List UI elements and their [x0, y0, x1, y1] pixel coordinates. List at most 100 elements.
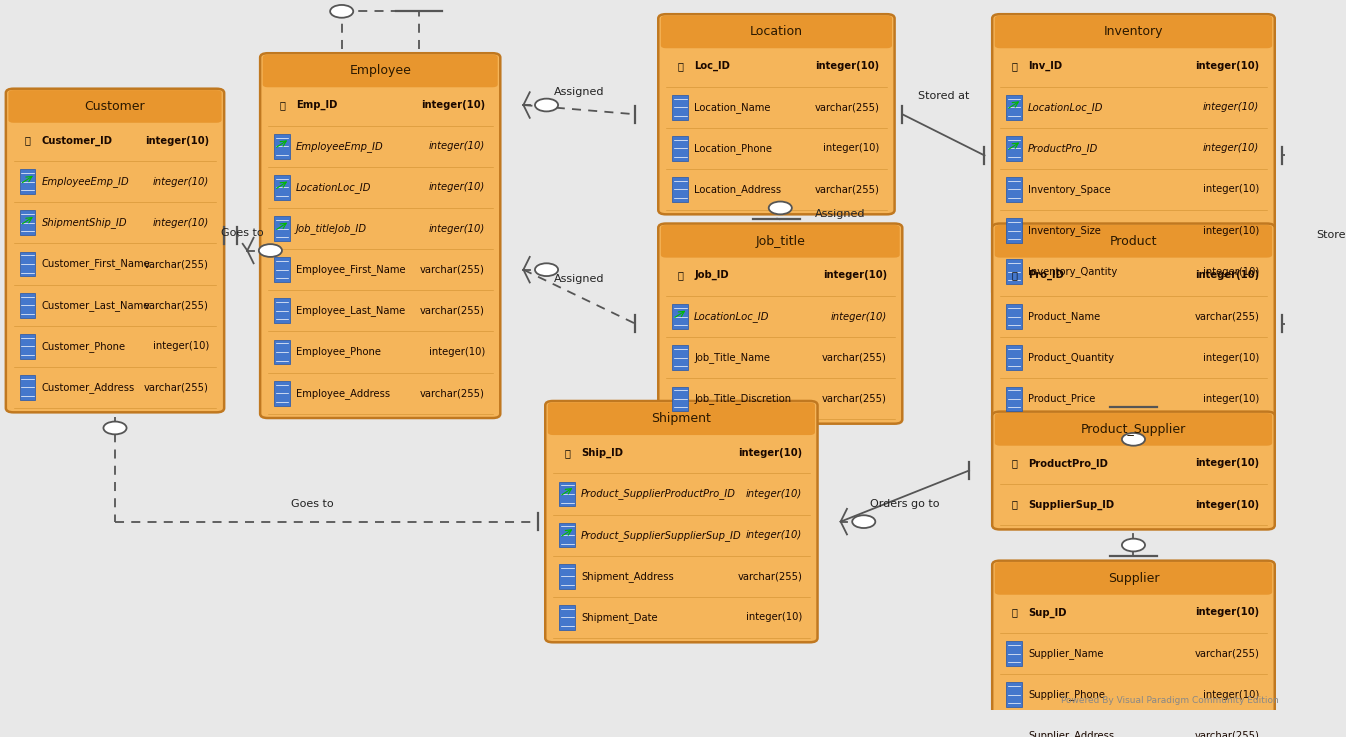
Bar: [560, 605, 575, 630]
Bar: [673, 346, 688, 370]
FancyBboxPatch shape: [995, 562, 1272, 595]
Text: Supplier_Phone: Supplier_Phone: [1028, 689, 1105, 700]
Text: Job_title: Job_title: [755, 235, 805, 248]
Bar: [1007, 259, 1022, 284]
Text: Shipment_Date: Shipment_Date: [581, 612, 658, 623]
Text: Emp_ID: Emp_ID: [296, 100, 338, 110]
Text: 🔑: 🔑: [24, 136, 31, 145]
Bar: [560, 481, 575, 506]
Bar: [1000, 430, 1267, 443]
Bar: [560, 564, 575, 589]
FancyBboxPatch shape: [548, 402, 814, 435]
Text: 🔑: 🔑: [1011, 607, 1018, 618]
Text: integer(10): integer(10): [746, 489, 802, 499]
Bar: [673, 95, 688, 119]
Text: Employee_Phone: Employee_Phone: [296, 346, 381, 357]
Bar: [1007, 724, 1022, 737]
Text: varchar(255): varchar(255): [814, 102, 879, 112]
Text: Powered By Visual Paradigm Community Edition: Powered By Visual Paradigm Community Edi…: [1061, 696, 1279, 705]
Text: integer(10): integer(10): [1195, 61, 1260, 71]
Bar: [20, 251, 35, 276]
Circle shape: [1123, 539, 1145, 551]
Text: integer(10): integer(10): [428, 223, 485, 234]
Circle shape: [852, 515, 875, 528]
Text: Employee_Address: Employee_Address: [296, 388, 390, 399]
Text: Assigned: Assigned: [555, 87, 604, 97]
FancyBboxPatch shape: [661, 225, 899, 258]
Bar: [666, 242, 895, 255]
FancyBboxPatch shape: [658, 14, 895, 214]
Text: 🔑: 🔑: [1011, 61, 1018, 71]
Text: integer(10): integer(10): [428, 347, 485, 357]
Text: integer(10): integer(10): [428, 142, 485, 151]
Text: Pro_ID: Pro_ID: [1028, 270, 1065, 281]
Text: integer(10): integer(10): [816, 61, 879, 71]
Bar: [1000, 242, 1267, 255]
FancyBboxPatch shape: [8, 90, 222, 123]
Bar: [673, 304, 688, 329]
Text: Inventory_Space: Inventory_Space: [1028, 184, 1110, 195]
Text: 🔑: 🔑: [677, 61, 682, 71]
Bar: [1000, 580, 1267, 592]
Text: 🔑: 🔑: [1011, 270, 1018, 280]
FancyBboxPatch shape: [992, 412, 1275, 529]
FancyBboxPatch shape: [995, 413, 1272, 446]
Bar: [275, 298, 289, 324]
Text: Job_titleJob_ID: Job_titleJob_ID: [296, 223, 367, 234]
Text: integer(10): integer(10): [1203, 226, 1260, 236]
Circle shape: [769, 201, 791, 214]
Text: Product_SupplierSupplierSup_ID: Product_SupplierSupplierSup_ID: [581, 530, 742, 540]
Text: LocationLoc_ID: LocationLoc_ID: [1028, 102, 1104, 113]
Text: ShipmentShip_ID: ShipmentShip_ID: [42, 217, 128, 228]
Text: integer(10): integer(10): [746, 612, 802, 623]
Text: Stores: Stores: [1316, 229, 1346, 240]
Text: varchar(255): varchar(255): [144, 259, 209, 269]
Text: integer(10): integer(10): [1203, 102, 1260, 112]
Circle shape: [258, 244, 281, 257]
Text: integer(10): integer(10): [421, 100, 485, 110]
Text: Ship_ID: Ship_ID: [581, 447, 623, 458]
Circle shape: [534, 263, 559, 276]
Circle shape: [534, 99, 559, 111]
Circle shape: [330, 5, 353, 18]
Text: integer(10): integer(10): [1195, 458, 1260, 469]
Bar: [275, 175, 289, 200]
Text: integer(10): integer(10): [1203, 267, 1260, 277]
Text: ProductPro_ID: ProductPro_ID: [1028, 458, 1108, 469]
Bar: [1007, 304, 1022, 329]
Text: Inventory: Inventory: [1104, 25, 1163, 38]
Text: varchar(255): varchar(255): [144, 383, 209, 393]
Text: integer(10): integer(10): [152, 177, 209, 186]
Bar: [1007, 346, 1022, 370]
Text: Employee: Employee: [349, 64, 411, 77]
FancyBboxPatch shape: [545, 401, 817, 642]
Bar: [1007, 386, 1022, 411]
Bar: [275, 216, 289, 241]
FancyBboxPatch shape: [992, 14, 1275, 297]
Text: LocationLoc_ID: LocationLoc_ID: [296, 182, 371, 193]
Bar: [275, 134, 289, 158]
Text: Product: Product: [1109, 235, 1158, 248]
Text: Job_Title_Name: Job_Title_Name: [695, 352, 770, 363]
Bar: [1007, 641, 1022, 666]
Text: integer(10): integer(10): [1203, 353, 1260, 363]
Text: Inv_ID: Inv_ID: [1028, 61, 1062, 71]
Text: Supplier_Name: Supplier_Name: [1028, 648, 1104, 659]
Text: integer(10): integer(10): [1203, 394, 1260, 404]
Text: Goes to: Goes to: [291, 499, 334, 509]
Text: integer(10): integer(10): [738, 448, 802, 458]
FancyBboxPatch shape: [262, 55, 498, 87]
Text: Orders go to: Orders go to: [870, 499, 940, 509]
Text: Assigned: Assigned: [814, 209, 865, 219]
Text: EmployeeEmp_ID: EmployeeEmp_ID: [296, 141, 384, 152]
Text: 🔑: 🔑: [1011, 458, 1018, 469]
Text: varchar(255): varchar(255): [420, 265, 485, 275]
Circle shape: [104, 422, 127, 434]
Text: integer(10): integer(10): [822, 143, 879, 153]
Text: varchar(255): varchar(255): [1194, 649, 1260, 659]
Text: integer(10): integer(10): [144, 136, 209, 145]
Text: ProductPro_ID: ProductPro_ID: [1028, 143, 1098, 154]
Text: LocationLoc_ID: LocationLoc_ID: [695, 311, 770, 322]
Text: Assigned: Assigned: [555, 274, 604, 284]
Bar: [553, 420, 810, 432]
